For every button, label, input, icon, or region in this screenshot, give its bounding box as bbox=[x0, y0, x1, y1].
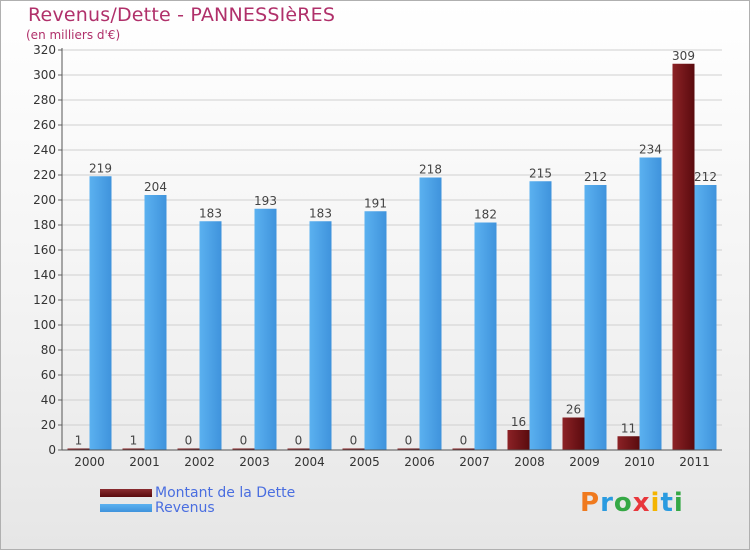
bar-revenus-2005 bbox=[364, 211, 387, 450]
label-revenus-2007: 182 bbox=[474, 208, 497, 222]
label-dette-2011: 309 bbox=[672, 49, 695, 63]
x-tick-label: 2009 bbox=[569, 455, 600, 469]
bar-revenus-2007 bbox=[474, 222, 497, 450]
label-revenus-2008: 215 bbox=[529, 166, 552, 180]
x-tick-label: 2010 bbox=[624, 455, 655, 469]
bar-dette-2001 bbox=[122, 448, 145, 450]
bar-dette-2002 bbox=[177, 448, 200, 450]
logo-letter: i bbox=[673, 488, 684, 518]
label-dette-2002: 0 bbox=[185, 434, 193, 448]
legend-swatch-dette bbox=[100, 489, 152, 497]
label-dette-2000: 1 bbox=[75, 434, 83, 448]
label-revenus-2001: 204 bbox=[144, 180, 167, 194]
bar-dette-2003 bbox=[232, 448, 255, 450]
label-dette-2006: 0 bbox=[405, 434, 413, 448]
y-tick-label: 80 bbox=[41, 343, 56, 357]
label-dette-2003: 0 bbox=[240, 434, 248, 448]
label-dette-2010: 11 bbox=[621, 421, 636, 435]
x-tick-label: 2007 bbox=[459, 455, 490, 469]
bar-dette-2007 bbox=[452, 448, 475, 450]
y-tick-label: 220 bbox=[33, 168, 56, 182]
label-dette-2004: 0 bbox=[295, 434, 303, 448]
bar-dette-2006 bbox=[397, 448, 420, 450]
axes bbox=[58, 48, 722, 451]
y-tick-label: 300 bbox=[33, 68, 56, 82]
label-revenus-2010: 234 bbox=[639, 143, 662, 157]
y-tick-label: 100 bbox=[33, 318, 56, 332]
logo-letter: r bbox=[600, 488, 614, 518]
bar-revenus-2002 bbox=[199, 221, 222, 450]
bar-revenus-2009 bbox=[584, 185, 607, 450]
bar-revenus-2001 bbox=[144, 195, 167, 450]
legend-label-dette: Montant de la Dette bbox=[155, 485, 296, 501]
logo-letter: x bbox=[632, 488, 651, 518]
label-revenus-2002: 183 bbox=[199, 206, 222, 220]
x-tick-label: 2011 bbox=[679, 455, 710, 469]
bar-revenus-2006 bbox=[419, 177, 442, 450]
logo-letter: P bbox=[580, 488, 601, 518]
x-tick-label: 2005 bbox=[349, 455, 380, 469]
y-tick-label: 0 bbox=[48, 443, 56, 457]
x-tick-label: 2000 bbox=[74, 455, 105, 469]
legend-label-revenus: Revenus bbox=[155, 500, 215, 516]
x-tick-label: 2008 bbox=[514, 455, 545, 469]
bar-dette-2010 bbox=[617, 436, 640, 450]
bar-revenus-2000 bbox=[89, 176, 112, 450]
y-tick-label: 20 bbox=[41, 418, 56, 432]
bar-revenus-2003 bbox=[254, 208, 277, 450]
label-revenus-2009: 212 bbox=[584, 170, 607, 184]
logo-letter: i bbox=[650, 488, 661, 518]
label-revenus-2000: 219 bbox=[89, 161, 112, 175]
y-tick-label: 120 bbox=[33, 293, 56, 307]
chart-title: Revenus/Dette - PANNESSIèRES bbox=[28, 4, 336, 26]
bar-revenus-2010 bbox=[639, 157, 662, 450]
y-tick-label: 320 bbox=[33, 43, 56, 57]
labels: 0204060801001201401601802002202402602803… bbox=[33, 43, 717, 469]
y-tick-label: 200 bbox=[33, 193, 56, 207]
x-tick-label: 2002 bbox=[184, 455, 215, 469]
y-tick-label: 140 bbox=[33, 268, 56, 282]
label-revenus-2006: 218 bbox=[419, 163, 442, 177]
label-revenus-2004: 183 bbox=[309, 206, 332, 220]
label-dette-2005: 0 bbox=[350, 434, 358, 448]
bar-revenus-2004 bbox=[309, 221, 332, 450]
label-revenus-2011: 212 bbox=[694, 170, 717, 184]
label-dette-2008: 16 bbox=[511, 415, 526, 429]
bar-revenus-2008 bbox=[529, 181, 552, 450]
bar-dette-2008 bbox=[507, 430, 530, 450]
bar-dette-2005 bbox=[342, 448, 365, 450]
label-dette-2007: 0 bbox=[460, 434, 468, 448]
x-tick-label: 2004 bbox=[294, 455, 325, 469]
y-tick-label: 260 bbox=[33, 118, 56, 132]
bars bbox=[67, 63, 717, 450]
grid bbox=[62, 49, 722, 451]
x-tick-label: 2003 bbox=[239, 455, 270, 469]
y-tick-label: 280 bbox=[33, 93, 56, 107]
label-revenus-2003: 193 bbox=[254, 194, 277, 208]
bar-dette-2000 bbox=[67, 448, 90, 450]
y-tick-label: 60 bbox=[41, 368, 56, 382]
y-tick-label: 180 bbox=[33, 218, 56, 232]
y-tick-label: 240 bbox=[33, 143, 56, 157]
logo-letter: o bbox=[613, 488, 633, 518]
legend-swatch-revenus bbox=[100, 504, 152, 512]
label-dette-2009: 26 bbox=[566, 403, 581, 417]
bar-dette-2009 bbox=[562, 417, 585, 450]
label-revenus-2005: 191 bbox=[364, 196, 387, 210]
bar-dette-2004 bbox=[287, 448, 310, 450]
chart-subtitle: (en milliers d'€) bbox=[26, 28, 121, 42]
bar-dette-2011 bbox=[672, 63, 695, 450]
y-tick-label: 40 bbox=[41, 393, 56, 407]
x-tick-label: 2001 bbox=[129, 455, 160, 469]
y-tick-label: 160 bbox=[33, 243, 56, 257]
proxiti-logo: Proxiti bbox=[580, 488, 684, 518]
logo-letter: t bbox=[660, 488, 674, 518]
bar-revenus-2011 bbox=[694, 185, 717, 450]
label-dette-2001: 1 bbox=[130, 434, 138, 448]
x-tick-label: 2006 bbox=[404, 455, 435, 469]
